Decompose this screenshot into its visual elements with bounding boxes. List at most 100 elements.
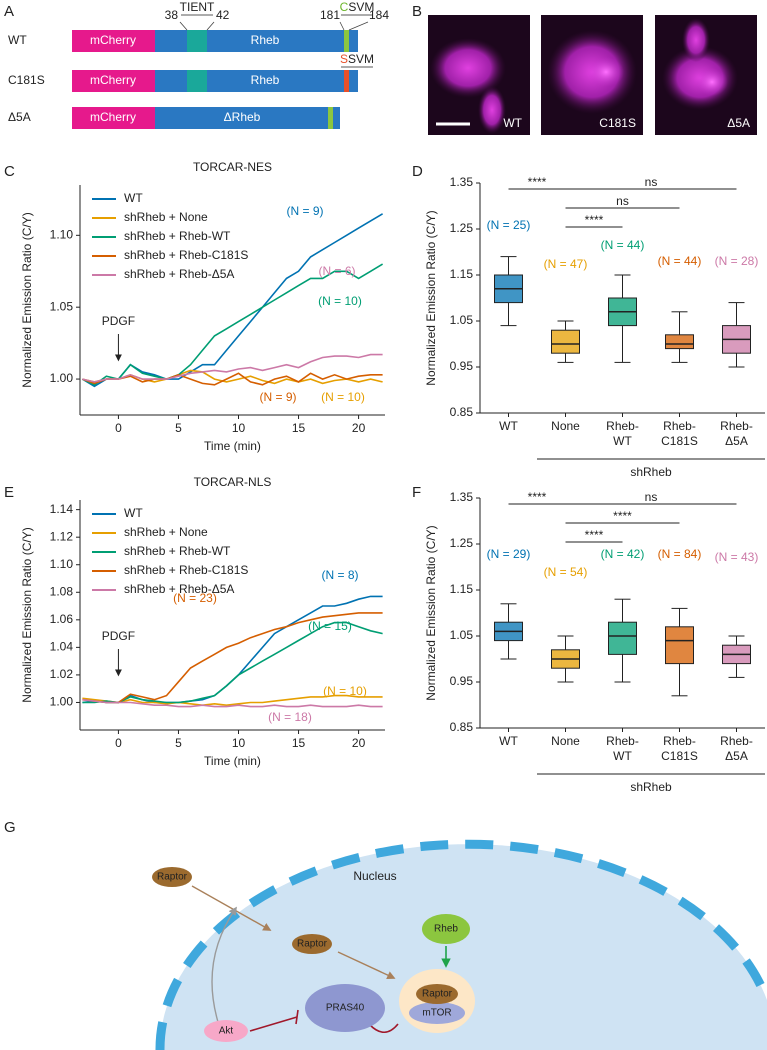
inhibition — [249, 1016, 298, 1032]
y-axis-label: Normalized Emission Ratio (C/Y) — [424, 210, 438, 385]
row-label: WT — [8, 33, 27, 47]
legend-label: shRheb + None — [124, 525, 208, 539]
domain-label: Rheb — [251, 73, 280, 87]
y-tick-label: 1.35 — [450, 490, 474, 504]
leader — [206, 21, 215, 31]
node — [292, 934, 332, 954]
image-label: Δ5A — [727, 116, 750, 130]
panel-label: E — [4, 484, 14, 501]
cell — [430, 38, 506, 98]
node — [422, 914, 470, 944]
chart-title: TORCAR-NLS — [194, 475, 272, 489]
residue-number: 38 — [165, 8, 179, 22]
n-label: (N = 23) — [173, 591, 217, 605]
y-tick-label: 0.85 — [450, 405, 474, 419]
cell — [682, 18, 710, 62]
x-axis-label: Time (min) — [204, 754, 261, 768]
n-label: (N = 28) — [715, 254, 759, 268]
n-label: (N = 43) — [715, 550, 759, 564]
x-tick-label: 20 — [352, 421, 366, 435]
significance-label: ns — [616, 194, 629, 208]
n-label: (N = 44) — [601, 238, 645, 252]
n-label: (N = 9) — [286, 204, 323, 218]
n-label: (N = 8) — [321, 568, 358, 582]
significance-label: **** — [585, 213, 604, 227]
row-label: Δ5A — [8, 110, 31, 124]
box — [608, 621, 637, 655]
series-line — [82, 698, 383, 708]
node-label: mTOR — [422, 1008, 451, 1019]
arrow — [337, 951, 396, 979]
image-label: C181S — [599, 116, 636, 130]
series-line — [82, 621, 383, 704]
significance-label: ns — [645, 490, 658, 504]
leader — [339, 21, 345, 31]
legend-label: shRheb + Rheb-Δ5A — [124, 267, 234, 281]
x-tick-label: WT — [499, 734, 518, 748]
y-tick-label: 1.15 — [450, 267, 474, 281]
cell — [478, 86, 506, 134]
y-tick-label: 1.12 — [50, 529, 74, 543]
y-tick-label: 1.10 — [50, 227, 74, 241]
motif-name: SSVM — [340, 52, 374, 66]
panel-label: A — [4, 3, 14, 20]
x-tick-label: 15 — [292, 421, 306, 435]
n-label: (N = 10) — [318, 294, 362, 308]
y-tick-label: 0.85 — [450, 720, 474, 734]
panel-label: C — [4, 163, 15, 180]
x-tick-label: Rheb-C181S — [661, 734, 698, 763]
x-tick-label: Rheb-Δ5A — [720, 734, 753, 763]
node-label: Raptor — [157, 872, 188, 883]
image-label: WT — [503, 116, 522, 130]
y-tick-label: 1.15 — [450, 582, 474, 596]
y-tick-label: 1.14 — [50, 502, 74, 516]
y-tick-label: 0.95 — [450, 359, 474, 373]
nuclear-envelope — [155, 839, 767, 1050]
domain-label: Rheb — [251, 33, 280, 47]
node — [409, 1002, 465, 1024]
residue-number: 42 — [216, 8, 230, 22]
residue-number: 184 — [369, 8, 389, 22]
node-label: Raptor — [297, 939, 328, 950]
y-tick-label: 1.06 — [50, 612, 74, 626]
series-line — [82, 694, 383, 707]
domain-label: mCherry — [90, 33, 136, 47]
csvm-motif — [328, 107, 333, 129]
arrow — [211, 906, 237, 1023]
panel-label: G — [4, 819, 16, 836]
y-tick-label: 1.05 — [450, 313, 474, 327]
box — [665, 626, 694, 665]
x-tick-label: Rheb-Δ5A — [720, 419, 753, 448]
y-tick-label: 1.05 — [450, 628, 474, 642]
tient-motif — [187, 30, 207, 52]
legend-label: shRheb + Rheb-WT — [124, 229, 231, 243]
n-label: (N = 29) — [487, 547, 531, 561]
micrographs: WT C181S Δ5A — [428, 15, 757, 135]
legend-label: shRheb + None — [124, 210, 208, 224]
x-tick-label: 10 — [232, 421, 246, 435]
node-label: Akt — [219, 1026, 234, 1037]
x-tick-label: 0 — [115, 421, 122, 435]
n-label: (N = 10) — [323, 684, 367, 698]
x-tick-label: 10 — [232, 736, 246, 750]
y-tick-label: 1.08 — [50, 584, 74, 598]
n-label: (N = 44) — [658, 254, 702, 268]
series-line — [82, 612, 383, 704]
ssvm-motif — [344, 70, 349, 92]
nucleus — [696, 68, 728, 96]
row-label: C181S — [8, 73, 45, 87]
y-tick-label: 1.02 — [50, 667, 74, 681]
node-label: Rheb — [434, 924, 458, 935]
significance-label: ns — [645, 175, 658, 189]
significance-label: **** — [528, 490, 547, 504]
legend-label: WT — [124, 191, 143, 205]
n-label: (N = 15) — [308, 619, 352, 633]
significance-label: **** — [528, 175, 547, 189]
box — [551, 329, 580, 354]
n-label: (N = 84) — [658, 547, 702, 561]
pathway-diagram: Nucleus Raptor Raptor Rheb mTOR Raptor P… — [152, 839, 767, 1050]
x-tick-label: Rheb-C181S — [661, 419, 698, 448]
series-line — [82, 372, 383, 386]
y-tick-label: 1.35 — [450, 175, 474, 189]
